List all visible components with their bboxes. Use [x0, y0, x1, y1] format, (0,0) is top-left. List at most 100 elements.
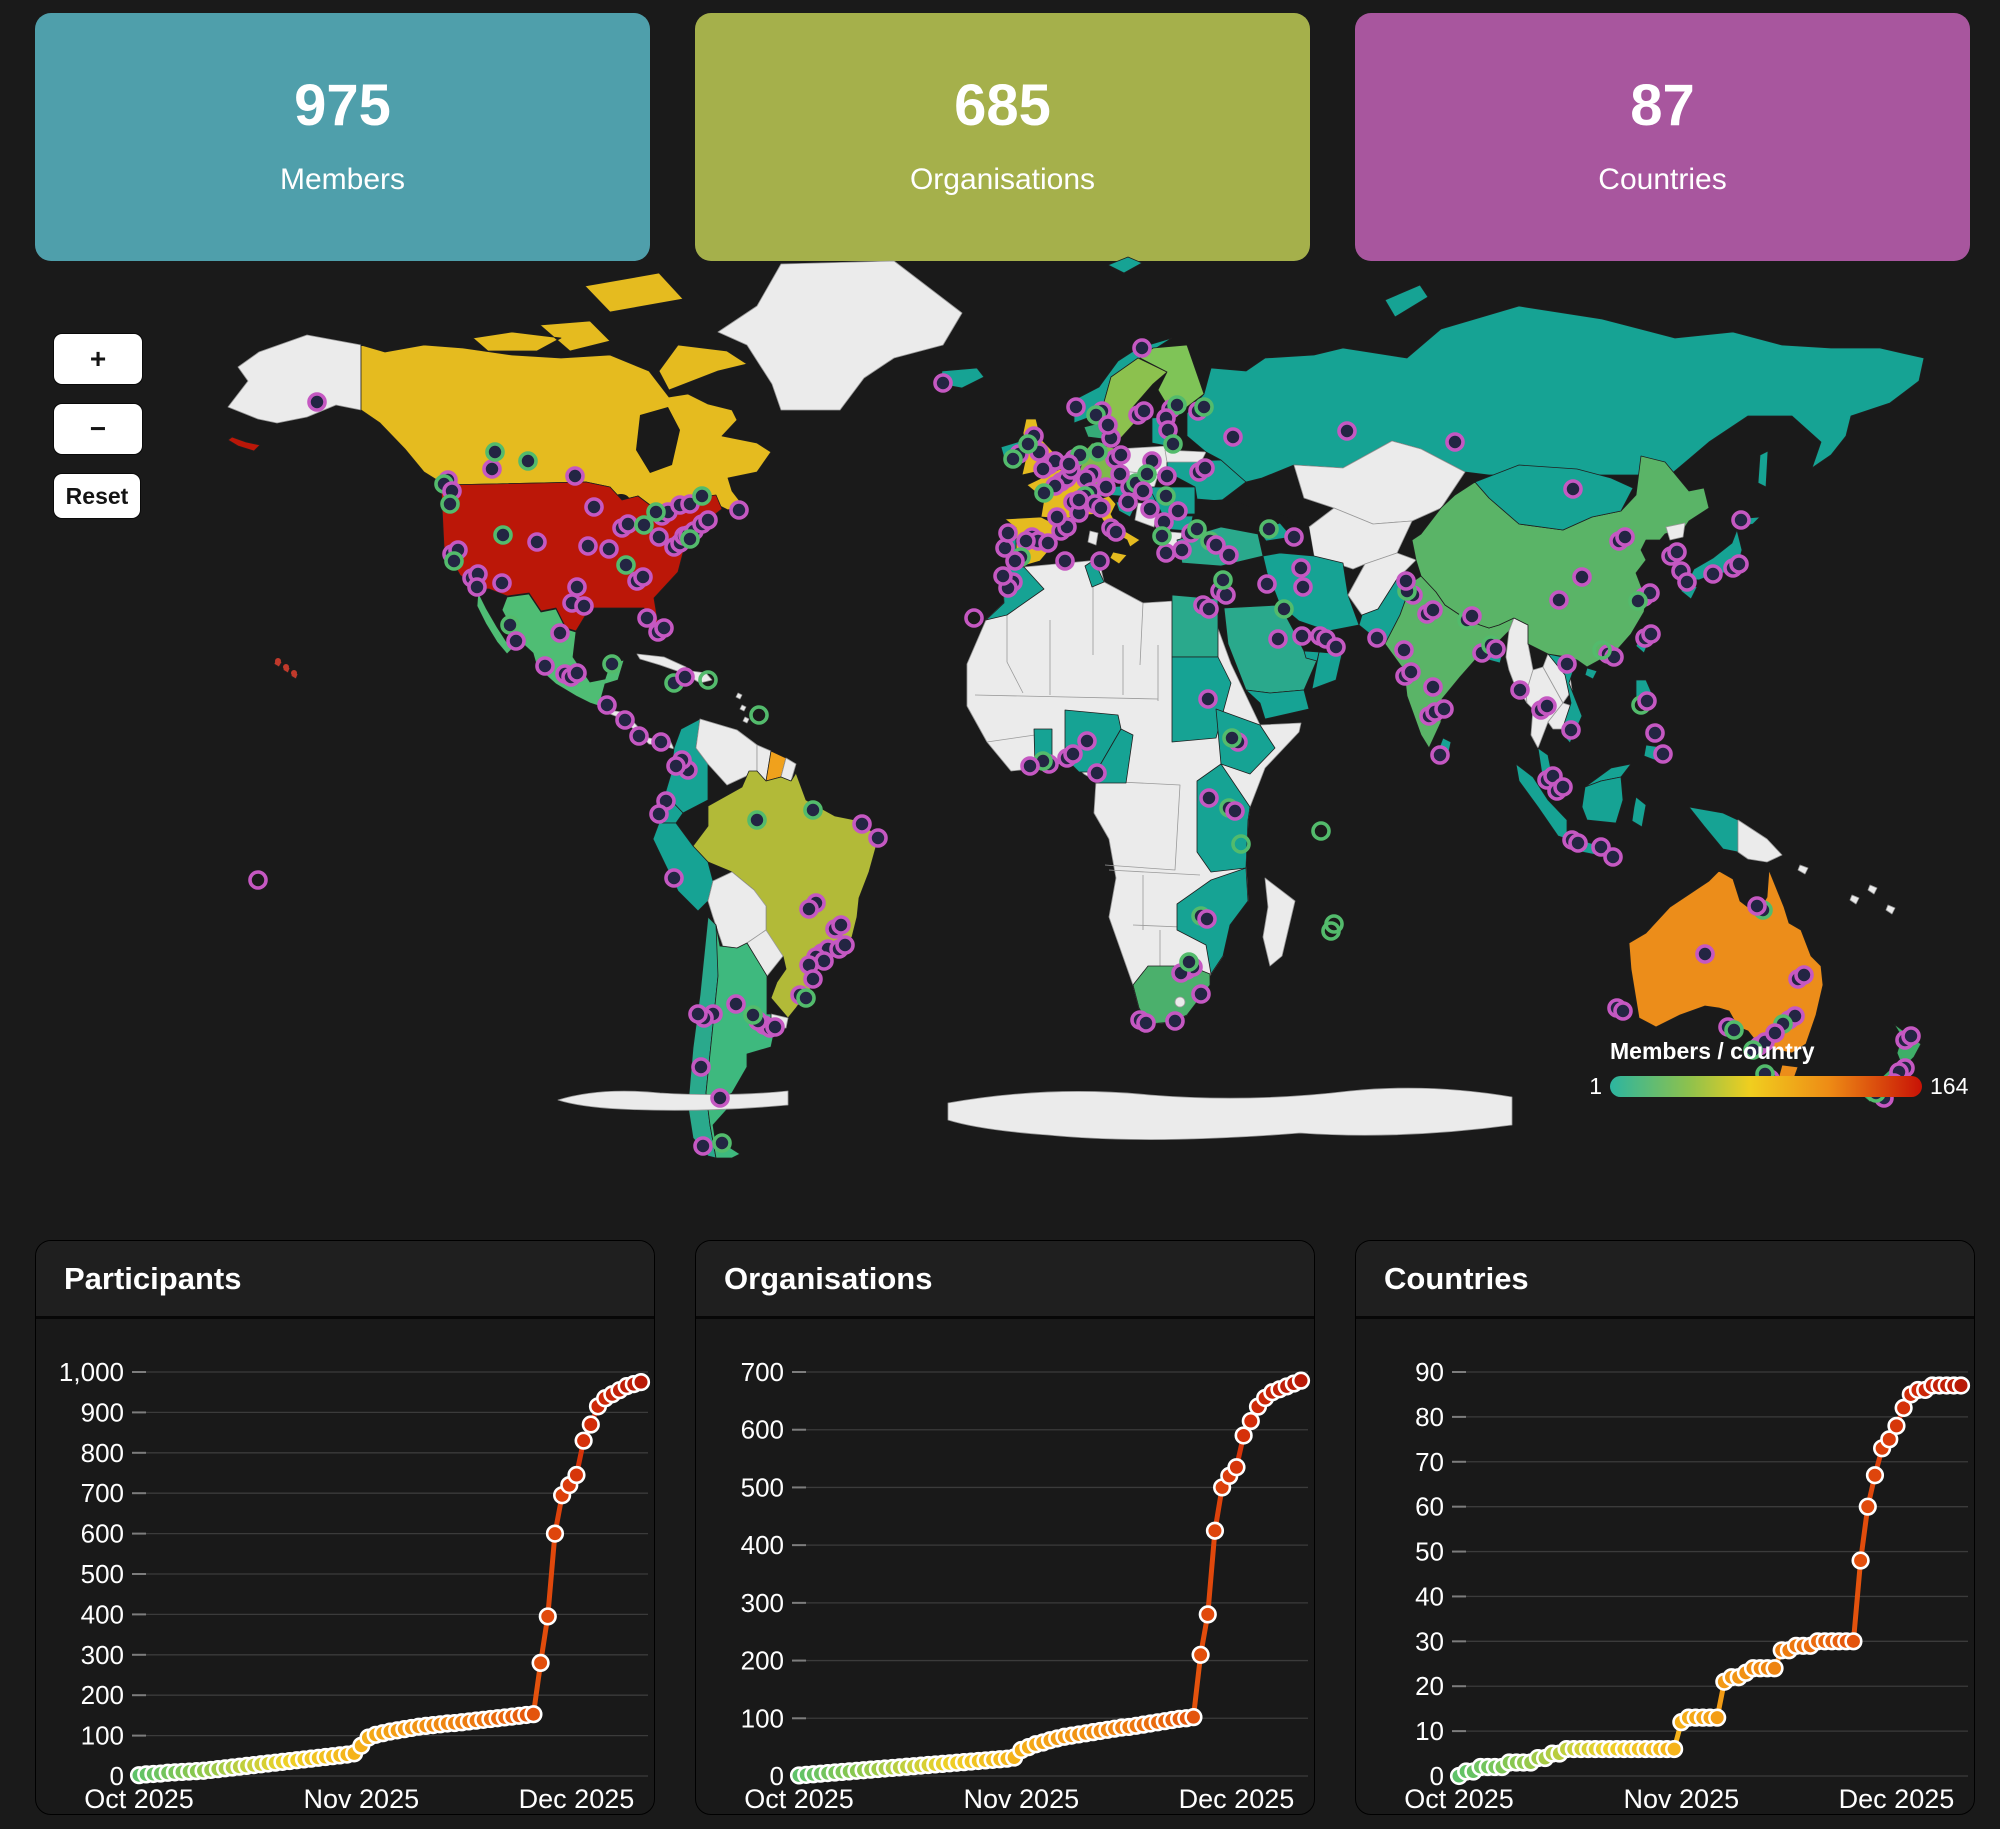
map-point[interactable] — [749, 705, 769, 725]
data-point-marker[interactable] — [1887, 1416, 1906, 1435]
map-point[interactable] — [634, 515, 654, 535]
data-point-marker[interactable] — [524, 1705, 543, 1724]
map-point[interactable] — [688, 1004, 708, 1024]
map-point[interactable] — [1231, 834, 1251, 854]
data-point-marker[interactable] — [1184, 1708, 1203, 1727]
map-point[interactable] — [444, 551, 464, 571]
map-point[interactable] — [518, 451, 538, 471]
map-point[interactable] — [1091, 498, 1111, 518]
map-point[interactable] — [1274, 599, 1294, 619]
participants-chart-plot[interactable]: 0 100 200 300 400 500 600 700 800 900 1,000 Oct 202… — [36, 1319, 654, 1811]
hainan[interactable] — [1584, 667, 1598, 680]
map-point[interactable] — [1020, 756, 1040, 776]
map-point[interactable] — [1257, 574, 1277, 594]
map-point[interactable] — [831, 915, 851, 935]
map-point[interactable] — [1553, 777, 1573, 797]
map-point[interactable] — [1592, 640, 1612, 660]
world-map-svg[interactable] — [0, 225, 2000, 1175]
data-point-marker[interactable] — [631, 1372, 651, 1392]
countries-chart-plot[interactable]: 0 10 20 30 40 50 60 70 80 90 Oct 2025 Nov 2025 Dec 2… — [1356, 1319, 1974, 1811]
map-point[interactable] — [1090, 551, 1110, 571]
map-point[interactable] — [692, 486, 712, 506]
data-point-marker[interactable] — [1291, 1371, 1311, 1390]
map-point[interactable] — [726, 994, 746, 1014]
map-point[interactable] — [1486, 639, 1506, 659]
map-point[interactable] — [565, 466, 585, 486]
map-point[interactable] — [1118, 492, 1138, 512]
data-point-marker[interactable] — [1858, 1497, 1877, 1516]
map-point[interactable] — [1311, 821, 1331, 841]
map-point[interactable] — [1087, 763, 1107, 783]
map-point[interactable] — [729, 500, 749, 520]
data-point-marker[interactable] — [1865, 1466, 1885, 1485]
data-point-marker[interactable] — [1708, 1708, 1727, 1727]
map-point[interactable] — [993, 566, 1013, 586]
data-point-marker[interactable] — [574, 1431, 593, 1450]
data-point-marker[interactable] — [1765, 1659, 1784, 1678]
map-point[interactable] — [933, 373, 953, 393]
map-point[interactable] — [1168, 501, 1188, 521]
svalbard[interactable] — [1107, 256, 1143, 274]
data-point-marker[interactable] — [1951, 1376, 1971, 1395]
map-point[interactable] — [1003, 449, 1023, 469]
map-point[interactable] — [796, 988, 816, 1008]
map-point[interactable] — [1156, 543, 1176, 563]
data-point-marker[interactable] — [1227, 1458, 1246, 1477]
data-point-marker[interactable] — [538, 1607, 557, 1626]
map-point[interactable] — [1086, 405, 1106, 425]
map-points-layer[interactable] — [248, 338, 1921, 1156]
map-point[interactable] — [1033, 459, 1053, 479]
map-point[interactable] — [803, 800, 823, 820]
country-australia[interactable] — [1628, 869, 1824, 1054]
map-point[interactable] — [567, 577, 587, 597]
data-point-marker[interactable] — [1198, 1605, 1217, 1624]
map-point[interactable] — [1510, 680, 1530, 700]
sardinia[interactable] — [1087, 530, 1099, 546]
map-point[interactable] — [1430, 745, 1450, 765]
map-point[interactable] — [1324, 914, 1344, 934]
map-point[interactable] — [584, 497, 604, 517]
map-point[interactable] — [1603, 847, 1623, 867]
map-point[interactable] — [1191, 984, 1211, 1004]
map-point[interactable] — [712, 1133, 732, 1153]
map-point[interactable] — [1059, 454, 1079, 474]
map-point[interactable] — [1284, 527, 1304, 547]
map-point[interactable] — [998, 523, 1018, 543]
map-point[interactable] — [567, 663, 587, 683]
map-point[interactable] — [1667, 542, 1687, 562]
map-point[interactable] — [1198, 689, 1218, 709]
map-point[interactable] — [1434, 699, 1454, 719]
map-point[interactable] — [1396, 571, 1416, 591]
map-point[interactable] — [1537, 696, 1557, 716]
map-point[interactable] — [1222, 728, 1242, 748]
map-point[interactable] — [493, 525, 513, 545]
data-point-marker[interactable] — [531, 1653, 550, 1672]
country-uae[interactable] — [1303, 650, 1320, 662]
data-point-marker[interactable] — [1205, 1521, 1225, 1540]
map-point[interactable] — [500, 615, 520, 635]
map-point[interactable] — [618, 514, 638, 534]
map-point[interactable] — [1268, 629, 1288, 649]
map-point[interactable] — [868, 828, 888, 848]
map-point[interactable] — [835, 935, 855, 955]
map-point[interactable] — [1445, 432, 1465, 452]
map-point[interactable] — [1223, 427, 1243, 447]
map-point[interactable] — [747, 810, 767, 830]
map-point[interactable] — [1219, 545, 1239, 565]
map-point[interactable] — [666, 756, 686, 776]
map-point[interactable] — [1731, 510, 1751, 530]
data-point-marker[interactable] — [1894, 1398, 1913, 1418]
map-point[interactable] — [440, 494, 460, 514]
map-point[interactable] — [1557, 654, 1577, 674]
map-point[interactable] — [1259, 519, 1279, 539]
map-point[interactable] — [467, 577, 487, 597]
novaya-zemlya[interactable] — [1384, 284, 1429, 318]
organisations-chart-plot[interactable]: 0 100 200 300 400 500 600 700 Oct 2025 Nov 2025 De… — [696, 1319, 1314, 1811]
map-point[interactable] — [1423, 677, 1443, 697]
country-png[interactable] — [1737, 819, 1783, 863]
map-point[interactable] — [1326, 637, 1346, 657]
map-point[interactable] — [1016, 531, 1036, 551]
map-point[interactable] — [1134, 401, 1154, 421]
map-point[interactable] — [1423, 600, 1443, 620]
map-point[interactable] — [1572, 567, 1592, 587]
